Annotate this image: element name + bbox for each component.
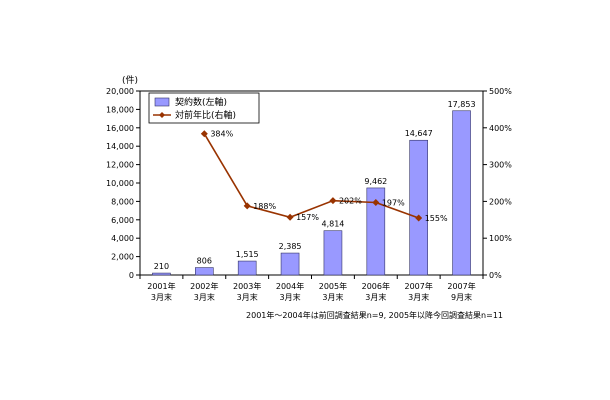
bar-value-label: 4,814 <box>321 220 344 229</box>
legend: 契約数(左軸)対前年比(右軸) <box>148 92 260 124</box>
bar <box>366 187 386 276</box>
x-tick-label: 2007年 3月末 <box>405 281 433 302</box>
bar-value-label: 1,515 <box>236 250 259 259</box>
x-tick-label-line: 3月末 <box>408 292 429 302</box>
x-tick-label: 2001年 3月末 <box>147 281 175 302</box>
line-value-label: 384% <box>210 130 233 139</box>
x-tick-label: 2002年 3月末 <box>190 281 218 302</box>
y-left-tick-label: 10,000 <box>106 179 134 188</box>
line-value-label: 157% <box>296 213 319 222</box>
bar <box>323 230 343 276</box>
bar-value-label: 9,462 <box>364 177 387 186</box>
line-point <box>329 197 337 205</box>
y-right-tick-label: 200% <box>489 197 512 206</box>
bar-value-label: 2,385 <box>279 242 302 251</box>
y-right-tick-label: 400% <box>489 124 512 133</box>
legend-swatch-bar <box>154 97 170 107</box>
bar <box>237 260 257 276</box>
line-value-label: 155% <box>425 214 448 223</box>
y-left-unit-label: (件) <box>122 74 138 86</box>
chart-axes: 0 2,000 4,000 6,000 8,000 10,000 12,000 14,000 1… <box>106 87 512 302</box>
line-value-label: 202% <box>339 197 362 206</box>
legend-label-line: 対前年比(右軸) <box>175 109 236 121</box>
y-left-tick-label: 4,000 <box>111 234 134 243</box>
line-series <box>200 130 423 222</box>
footnote: 2001年～2004年は前回調査結果n=9, 2005年以降今回調査結果n=11 <box>246 310 503 320</box>
x-tick-label-line: 2001年 <box>147 281 175 291</box>
x-tick-label: 2006年 3月末 <box>362 281 390 302</box>
y-left-tick-label: 12,000 <box>106 161 134 170</box>
bar-value-label: 17,853 <box>448 100 476 109</box>
x-tick-label-line: 2006年 <box>362 281 390 291</box>
data-labels: 210 806 1,515 2,385 4,814 9,462 14,647 17,853 38… <box>154 100 476 271</box>
line-point <box>243 202 251 210</box>
y-left-tick-label: 18,000 <box>106 105 134 114</box>
line-value-label: 197% <box>382 199 405 208</box>
x-tick-label-line: 3月末 <box>280 292 301 302</box>
x-tick-label: 2007年 9月末 <box>447 281 475 302</box>
bar-value-label: 14,647 <box>405 129 433 138</box>
y-left-tick-label: 14,000 <box>106 142 134 151</box>
x-tick-label-line: 2007年 <box>447 281 475 291</box>
line-point <box>286 213 294 221</box>
line-point <box>372 199 380 207</box>
x-tick-label-line: 3月末 <box>322 292 343 302</box>
x-tick-label-line: 3月末 <box>194 292 215 302</box>
bar-value-label: 210 <box>154 262 169 271</box>
bar <box>280 252 300 276</box>
x-tick-label-line: 2004年 <box>276 281 304 291</box>
bar-series <box>152 110 471 276</box>
y-right-tick-label: 100% <box>489 234 512 243</box>
x-tick-label-line: 2005年 <box>319 281 347 291</box>
x-tick-label-line: 3月末 <box>151 292 172 302</box>
y-left-tick-label: 6,000 <box>111 216 134 225</box>
x-tick-label: 2003年 3月末 <box>233 281 261 302</box>
line-path <box>203 133 419 219</box>
x-tick-label: 2005年 3月末 <box>319 281 347 302</box>
y-right-tick-label: 500% <box>489 87 512 96</box>
x-tick-label-line: 2002年 <box>190 281 218 291</box>
x-tick-label: 2004年 3月末 <box>276 281 304 302</box>
x-tick-label-line: 3月末 <box>365 292 386 302</box>
y-right-tick-label: 0% <box>489 271 502 280</box>
y-left-tick-label: 16,000 <box>106 124 134 133</box>
bar <box>409 139 428 276</box>
x-tick-label-line: 9月末 <box>451 292 472 302</box>
line-value-label: 188% <box>253 202 276 211</box>
bar-value-label: 806 <box>197 257 212 266</box>
x-tick-label-line: 2007年 <box>405 281 433 291</box>
y-right-tick-label: 300% <box>489 161 512 170</box>
y-left-tick-label: 0 <box>129 271 134 280</box>
x-tick-label-line: 3月末 <box>237 292 258 302</box>
y-left-tick-label: 8,000 <box>111 197 134 206</box>
line-point <box>200 130 208 138</box>
bar <box>195 267 214 276</box>
bar <box>152 272 171 276</box>
y-left-tick-label: 20,000 <box>106 87 134 96</box>
bar <box>452 110 471 276</box>
legend-swatch-marker <box>159 112 165 118</box>
line-point <box>415 214 423 222</box>
x-tick-label-line: 2003年 <box>233 281 261 291</box>
y-left-tick-label: 2,000 <box>111 253 134 262</box>
legend-label-bar: 契約数(左軸) <box>175 96 227 108</box>
